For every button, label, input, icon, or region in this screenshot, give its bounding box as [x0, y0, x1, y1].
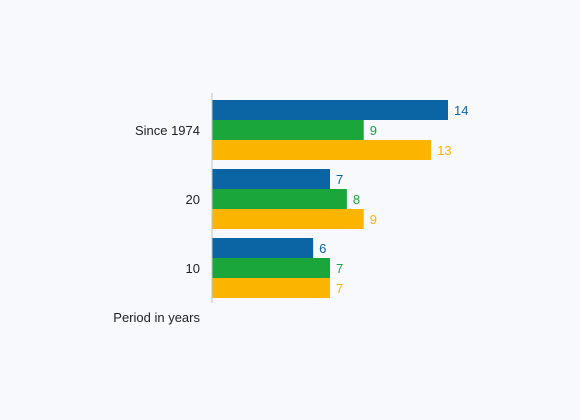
value-label: 7 [336, 261, 343, 276]
bar [212, 169, 330, 189]
value-label: 7 [336, 281, 343, 296]
value-label: 14 [454, 103, 468, 118]
bar [212, 140, 432, 160]
bar [212, 209, 364, 229]
category-labels-group: Since 1974 20 10 [135, 123, 200, 276]
category-label: 10 [186, 261, 200, 276]
bar [212, 238, 314, 258]
category-axis-title: Period in years [113, 310, 200, 325]
bar [212, 100, 448, 120]
category-label: Since 1974 [135, 123, 200, 138]
value-label: 9 [370, 212, 377, 227]
bar [212, 278, 330, 298]
value-label: 6 [319, 241, 326, 256]
category-label: 20 [186, 192, 200, 207]
value-label: 9 [370, 123, 377, 138]
bar [212, 189, 347, 209]
value-label: 8 [353, 192, 360, 207]
value-label: 7 [336, 172, 343, 187]
value-label: 13 [437, 143, 451, 158]
bar [212, 120, 364, 140]
bar [212, 258, 330, 278]
